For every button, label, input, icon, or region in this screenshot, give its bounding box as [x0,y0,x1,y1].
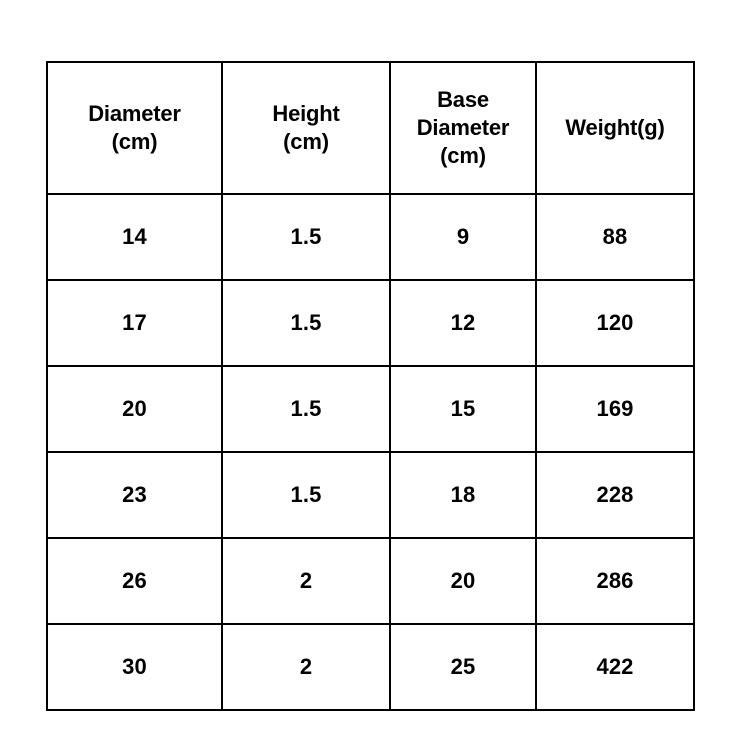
table-row: 26 2 20 286 [46,537,695,625]
cell-base-diameter: 18 [389,451,537,539]
cell-weight: 88 [535,193,695,281]
cell-height: 1.5 [221,451,391,539]
cell-base-diameter: 15 [389,365,537,453]
cell-diameter: 17 [46,279,223,367]
cell-base-diameter: 12 [389,279,537,367]
cell-height: 1.5 [221,365,391,453]
table-row: 17 1.5 12 120 [46,279,695,367]
table-header: Diameter (cm) Height (cm) Base Diameter … [46,61,695,195]
column-header-weight: Weight(g) [535,61,695,195]
cell-weight: 169 [535,365,695,453]
table-header-row: Diameter (cm) Height (cm) Base Diameter … [46,61,695,195]
cell-diameter: 30 [46,623,223,711]
cell-height: 1.5 [221,193,391,281]
table-row: 30 2 25 422 [46,623,695,711]
cell-height: 2 [221,623,391,711]
table-body: 14 1.5 9 88 17 1.5 12 120 20 1.5 15 169 … [46,193,695,711]
cell-diameter: 14 [46,193,223,281]
cell-diameter: 23 [46,451,223,539]
cell-base-diameter: 9 [389,193,537,281]
cell-weight: 120 [535,279,695,367]
table-row: 20 1.5 15 169 [46,365,695,453]
column-header-base-diameter-line-3: (cm) [440,143,486,169]
column-header-height: Height (cm) [221,61,391,195]
column-header-diameter-line-2: (cm) [111,129,158,154]
specifications-table: Diameter (cm) Height (cm) Base Diameter … [46,61,695,711]
column-header-base-diameter-line-2: Diameter [416,114,510,140]
column-header-height-line-1: Height [272,100,340,126]
column-header-diameter: Diameter (cm) [46,61,223,195]
cell-diameter: 20 [46,365,223,453]
column-header-base-diameter-line-1: Base [437,86,489,112]
cell-weight: 228 [535,451,695,539]
table-row: 14 1.5 9 88 [46,193,695,281]
cell-base-diameter: 20 [389,537,537,625]
cell-height: 1.5 [221,279,391,367]
cell-weight: 286 [535,537,695,625]
cell-height: 2 [221,537,391,625]
column-header-base-diameter: Base Diameter (cm) [389,61,537,195]
cell-diameter: 26 [46,537,223,625]
column-header-diameter-line-1: Diameter [88,100,181,126]
column-header-weight-line-1: Weight(g) [565,114,665,140]
cell-base-diameter: 25 [389,623,537,711]
cell-weight: 422 [535,623,695,711]
column-header-height-line-2: (cm) [283,129,329,154]
table-row: 23 1.5 18 228 [46,451,695,539]
